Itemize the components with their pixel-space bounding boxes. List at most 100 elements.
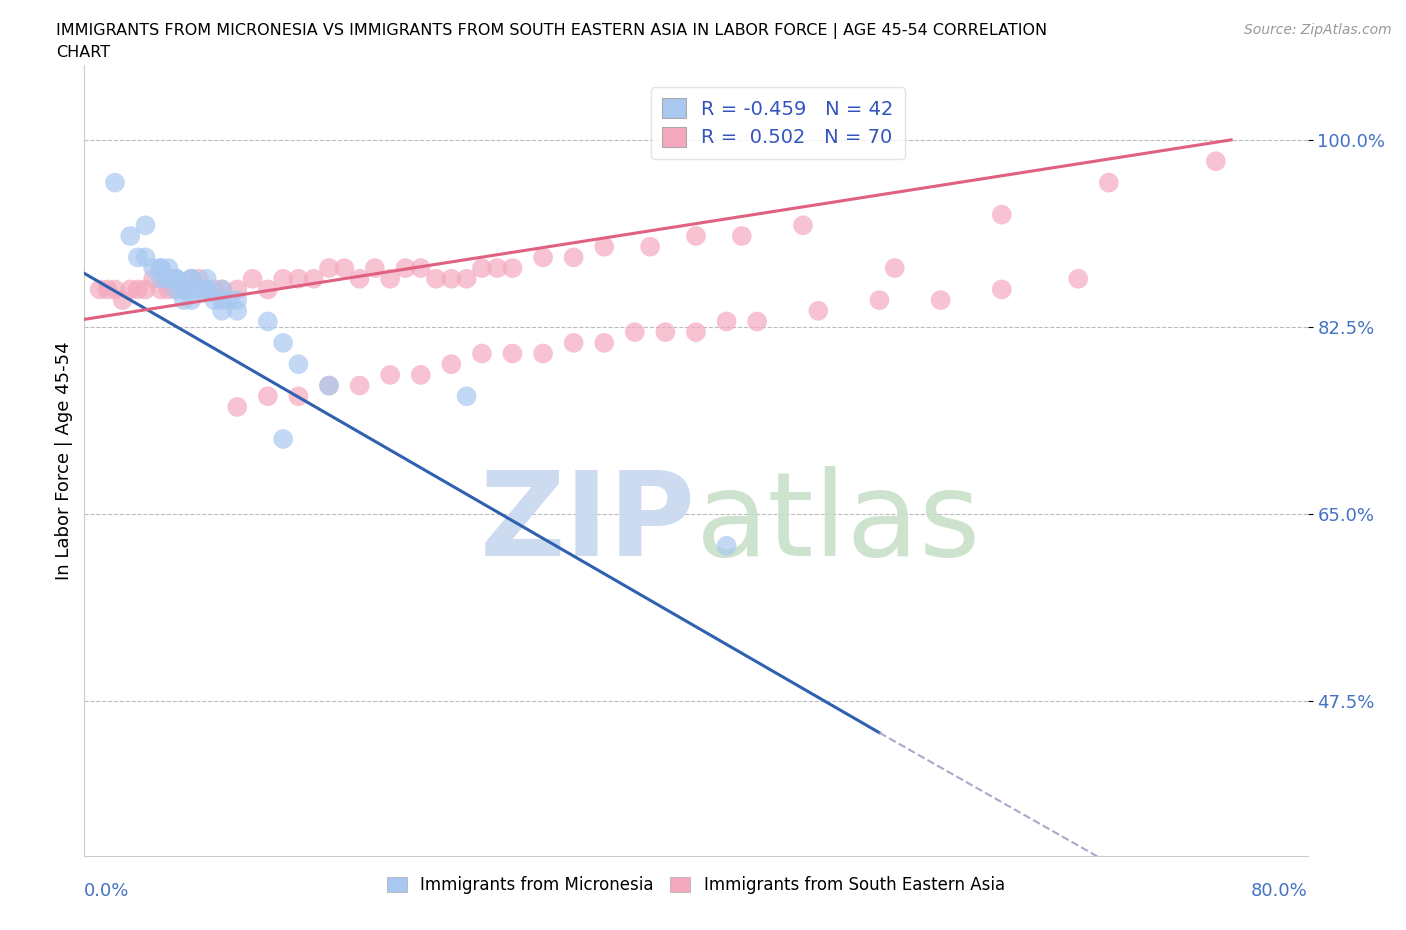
Point: [440, 272, 463, 286]
Point: [120, 282, 142, 297]
Point: [302, 272, 325, 286]
Point: [685, 229, 707, 244]
Point: [456, 272, 478, 286]
Point: [165, 272, 187, 286]
Point: [562, 250, 585, 265]
Point: [195, 282, 218, 297]
Point: [257, 389, 280, 404]
Point: [195, 282, 218, 297]
Point: [318, 379, 340, 393]
Point: [242, 272, 264, 286]
Point: [531, 250, 554, 265]
Point: [991, 282, 1014, 297]
Point: [157, 260, 180, 275]
Point: [349, 272, 371, 286]
Point: [654, 325, 676, 339]
Point: [380, 367, 402, 382]
Legend: R = -0.459   N = 42, R =  0.502   N = 70: R = -0.459 N = 42, R = 0.502 N = 70: [651, 86, 905, 159]
Point: [188, 282, 211, 297]
Point: [188, 272, 211, 286]
Point: [869, 293, 891, 308]
Point: [991, 207, 1014, 222]
Point: [211, 293, 233, 308]
Point: [638, 239, 661, 254]
Point: [127, 282, 149, 297]
Point: [271, 432, 294, 446]
Point: [380, 272, 402, 286]
Point: [502, 346, 524, 361]
Point: [257, 282, 280, 297]
Point: [149, 272, 172, 286]
Point: [135, 282, 157, 297]
Point: [173, 282, 195, 297]
Point: [211, 303, 233, 318]
Point: [593, 239, 616, 254]
Point: [471, 346, 494, 361]
Point: [226, 303, 249, 318]
Point: [271, 336, 294, 351]
Point: [593, 336, 616, 351]
Point: [287, 357, 309, 372]
Point: [104, 175, 127, 190]
Point: [180, 272, 202, 286]
Point: [89, 282, 111, 297]
Point: [173, 282, 195, 297]
Point: [226, 293, 249, 308]
Point: [157, 282, 180, 297]
Point: [394, 260, 416, 275]
Point: [202, 282, 225, 297]
Point: [173, 293, 195, 308]
Point: [747, 314, 769, 329]
Point: [409, 367, 432, 382]
Point: [96, 282, 118, 297]
Point: [731, 229, 754, 244]
Point: [195, 282, 218, 297]
Point: [1067, 272, 1090, 286]
Point: [349, 379, 371, 393]
Point: [211, 282, 233, 297]
Text: 80.0%: 80.0%: [1251, 883, 1308, 900]
Point: [271, 272, 294, 286]
Text: atlas: atlas: [696, 466, 981, 581]
Point: [202, 293, 225, 308]
Point: [409, 260, 432, 275]
Point: [1098, 175, 1121, 190]
Point: [716, 538, 738, 553]
Point: [135, 250, 157, 265]
Point: [486, 260, 509, 275]
Text: Source: ZipAtlas.com: Source: ZipAtlas.com: [1244, 23, 1392, 37]
Point: [149, 260, 172, 275]
Point: [287, 272, 309, 286]
Point: [1205, 153, 1227, 168]
Point: [135, 218, 157, 232]
Point: [287, 389, 309, 404]
Point: [792, 218, 814, 232]
Text: IMMIGRANTS FROM MICRONESIA VS IMMIGRANTS FROM SOUTH EASTERN ASIA IN LABOR FORCE : IMMIGRANTS FROM MICRONESIA VS IMMIGRANTS…: [56, 23, 1047, 39]
Point: [195, 272, 218, 286]
Point: [165, 282, 187, 297]
Point: [318, 379, 340, 393]
Point: [456, 389, 478, 404]
Point: [218, 293, 240, 308]
Point: [226, 282, 249, 297]
Point: [180, 293, 202, 308]
Point: [807, 303, 830, 318]
Point: [180, 272, 202, 286]
Point: [104, 282, 127, 297]
Point: [562, 336, 585, 351]
Point: [173, 282, 195, 297]
Point: [165, 282, 187, 297]
Point: [211, 282, 233, 297]
Point: [624, 325, 647, 339]
Point: [149, 282, 172, 297]
Point: [226, 400, 249, 415]
Point: [165, 272, 187, 286]
Point: [127, 250, 149, 265]
Point: [318, 260, 340, 275]
Point: [188, 282, 211, 297]
Point: [142, 272, 165, 286]
Y-axis label: In Labor Force | Age 45-54: In Labor Force | Age 45-54: [55, 341, 73, 579]
Point: [142, 260, 165, 275]
Text: CHART: CHART: [56, 45, 110, 60]
Text: 0.0%: 0.0%: [84, 883, 129, 900]
